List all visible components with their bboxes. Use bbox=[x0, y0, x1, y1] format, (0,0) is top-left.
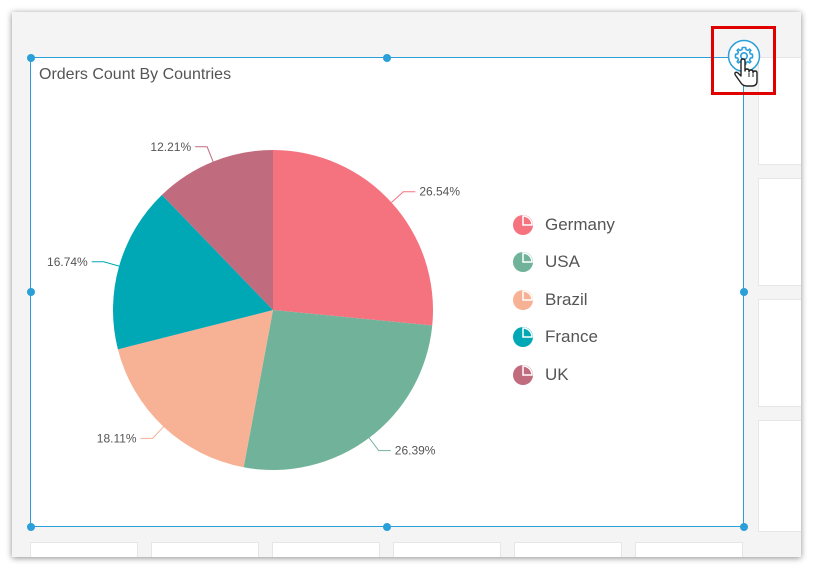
pie-legend-icon bbox=[513, 289, 533, 310]
pie-legend-icon bbox=[513, 252, 533, 273]
background-widget-tile bbox=[758, 178, 801, 286]
settings-highlight-box bbox=[711, 26, 776, 95]
background-widget-tile bbox=[635, 542, 743, 557]
resize-handle-right[interactable] bbox=[740, 288, 748, 296]
resize-handle-left[interactable] bbox=[27, 288, 35, 296]
pie-chart: 26.54% 26.39% 18.11% 16.74% 12.21% bbox=[47, 140, 460, 471]
background-widget-tile bbox=[758, 57, 801, 165]
legend-item-uk[interactable]: UK bbox=[513, 356, 615, 394]
pie-slice-usa[interactable] bbox=[243, 310, 433, 471]
pie-slice-uk[interactable] bbox=[161, 150, 273, 310]
legend-label: UK bbox=[545, 364, 569, 384]
resize-handle-top-left[interactable] bbox=[27, 54, 35, 62]
pie-legend-icon bbox=[513, 327, 533, 348]
pie-chart-widget[interactable]: Orders Count By Countries 26.54% 26.39% 18… bbox=[30, 57, 744, 527]
resize-handle-bottom-right[interactable] bbox=[740, 523, 748, 531]
settings-button[interactable] bbox=[727, 39, 767, 95]
legend-label: Brazil bbox=[545, 289, 588, 309]
resize-handle-bottom-left[interactable] bbox=[27, 523, 35, 531]
resize-handle-bottom[interactable] bbox=[383, 523, 391, 531]
background-widget-tile bbox=[151, 542, 259, 557]
pie-slice-germany[interactable] bbox=[273, 150, 433, 326]
background-widget-tile bbox=[30, 542, 138, 557]
legend-label: USA bbox=[545, 252, 580, 272]
data-label-connector bbox=[91, 261, 120, 267]
pie-legend-icon bbox=[513, 214, 533, 235]
pie-slice-france[interactable] bbox=[113, 194, 274, 350]
data-label-brazil: 18.11% bbox=[97, 431, 137, 445]
data-label-france: 16.74% bbox=[47, 255, 88, 269]
background-widget-tile bbox=[272, 542, 380, 557]
pie-slice-brazil[interactable] bbox=[117, 310, 273, 468]
data-label-germany: 26.54% bbox=[419, 185, 460, 199]
hand-pointer-icon bbox=[734, 58, 758, 87]
background-widget-tile bbox=[758, 420, 801, 532]
data-label-connector bbox=[195, 146, 214, 162]
widget-title: Orders Count By Countries bbox=[39, 66, 232, 83]
legend-label: France bbox=[545, 327, 598, 347]
data-label-connector bbox=[391, 191, 416, 203]
chart-legend: Germany USA Brazil France UK bbox=[513, 206, 615, 394]
background-widget-tile bbox=[393, 542, 501, 557]
data-label-uk: 12.21% bbox=[150, 140, 191, 154]
data-label-usa: 26.39% bbox=[395, 444, 436, 458]
legend-item-france[interactable]: France bbox=[513, 319, 615, 357]
legend-item-usa[interactable]: USA bbox=[513, 244, 615, 282]
background-widget-tile bbox=[758, 299, 801, 407]
pie-legend-icon bbox=[513, 364, 533, 385]
legend-item-brazil[interactable]: Brazil bbox=[513, 281, 615, 319]
legend-label: Germany bbox=[545, 214, 615, 234]
legend-item-germany[interactable]: Germany bbox=[513, 206, 615, 244]
resize-handle-top[interactable] bbox=[383, 54, 391, 62]
data-label-connector bbox=[368, 437, 391, 452]
background-widget-tile bbox=[514, 542, 622, 557]
data-label-connector bbox=[140, 426, 164, 439]
